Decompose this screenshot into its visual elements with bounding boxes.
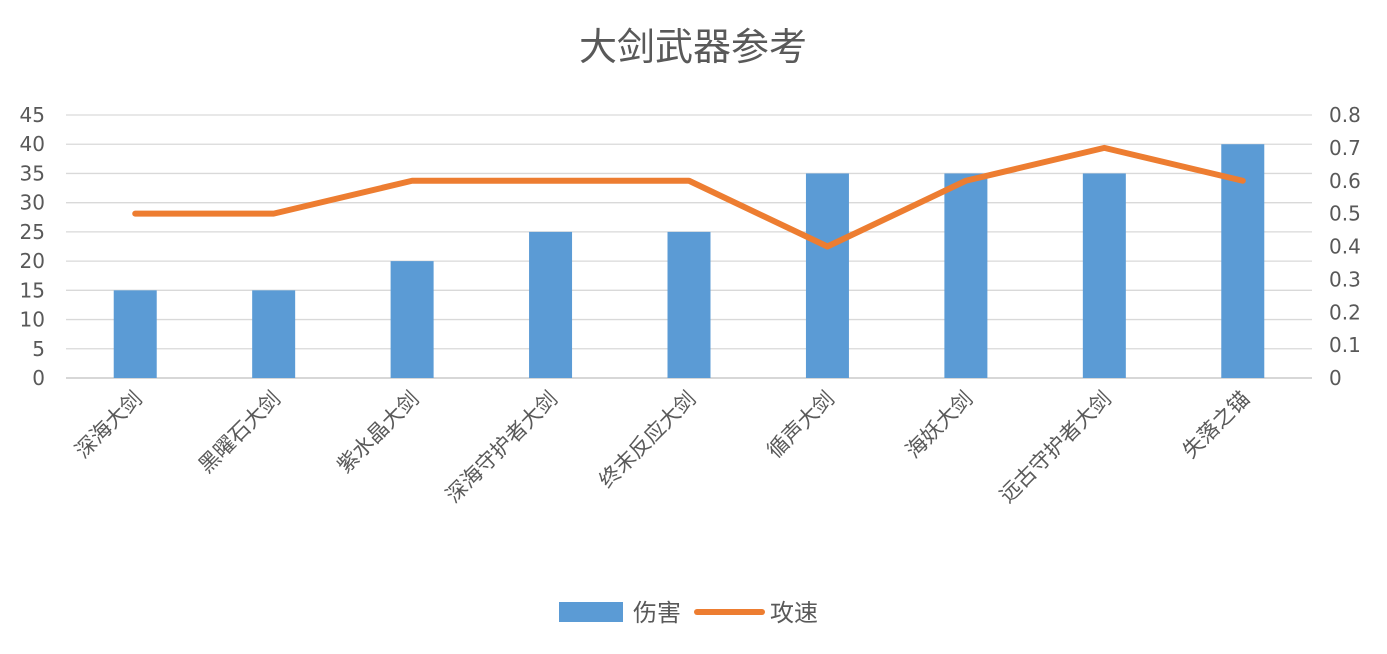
bar [944,173,988,378]
y-left-tick-label: 45 [20,103,45,127]
y-right-tick-label: 0.3 [1329,267,1361,291]
y-axis-left: 0 5 10 15 20 25 30 35 40 45 [20,103,45,390]
line-point [826,245,829,248]
y-right-tick-label: 0.8 [1329,103,1361,127]
y-left-tick-label: 30 [20,191,45,215]
x-category-label: 黑曜石大剑 [194,387,285,478]
bar [805,173,849,378]
bar [1082,173,1126,378]
line-point [411,179,414,182]
y-left-tick-label: 5 [32,337,45,361]
x-category-label: 远古守护者大剑 [995,387,1116,508]
y-left-tick-label: 20 [20,249,45,273]
y-right-tick-label: 0 [1329,366,1342,390]
x-axis-categories: 深海大剑 黑曜石大剑 紫水晶大剑 深海守护者大剑 终末反应大剑 循声大剑 海妖大剑 远古守护者… [70,387,1254,508]
x-category-label: 海妖大剑 [901,387,977,463]
legend-swatch-damage [559,602,623,622]
x-category-label: 深海守护者大剑 [441,387,562,508]
y-left-tick-label: 35 [20,161,45,185]
bar-series-damage [113,144,1265,378]
bar [529,231,573,378]
legend-label-damage: 伤害 [633,599,681,627]
line-point [1103,146,1106,149]
y-right-tick-label: 0.7 [1329,136,1361,160]
line-point [549,179,552,182]
chart-title: 大剑武器参考 [579,25,807,69]
y-right-tick-label: 0.4 [1329,235,1361,259]
line-point [1241,179,1244,182]
y-left-tick-label: 0 [32,366,45,390]
line-point [134,212,137,215]
y-left-tick-label: 40 [20,132,45,156]
x-category-label: 深海大剑 [70,387,146,463]
bar [252,290,296,378]
legend-label-attack-speed: 攻速 [770,599,818,627]
x-category-label: 终末反应大剑 [594,387,700,493]
line-point [688,179,690,182]
bar [667,231,711,378]
y-right-tick-label: 0.5 [1329,202,1361,226]
bar [113,290,157,378]
y-right-tick-label: 0.1 [1329,333,1361,357]
x-category-label: 紫水晶大剑 [332,387,423,478]
legend: 伤害 攻速 [559,599,818,627]
line-point [272,212,275,215]
line-series-attack-speed [132,144,1246,250]
y-left-tick-label: 25 [20,220,45,244]
x-category-label: 循声大剑 [763,387,839,463]
y-right-tick-label: 0.6 [1329,169,1361,193]
bar [390,261,434,378]
y-axis-right: 0 0.1 0.2 0.3 0.4 0.5 0.6 0.7 0.8 [1329,103,1361,390]
y-right-tick-label: 0.2 [1329,300,1361,324]
y-left-tick-label: 10 [20,308,45,332]
line-point [964,179,967,182]
x-category-label: 失落之锚 [1178,387,1254,463]
y-left-tick-label: 15 [20,278,45,302]
